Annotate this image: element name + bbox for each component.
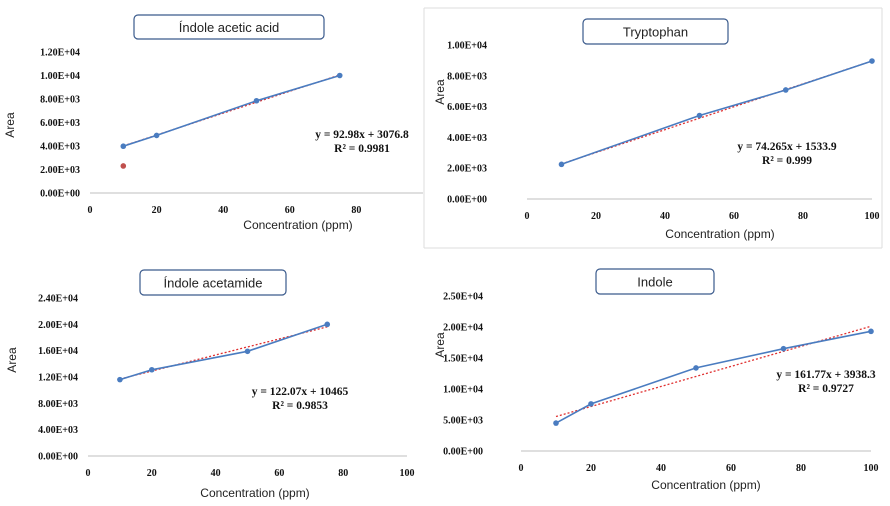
x-tick-label: 0 (519, 463, 524, 474)
x-tick-label: 0 (88, 205, 93, 216)
trendline-equation: y = 74.265x + 1533.9 (737, 141, 837, 153)
data-point (153, 132, 160, 139)
x-axis-label: Concentration (ppm) (651, 478, 760, 492)
y-tick-label: 1.20E+04 (38, 373, 78, 384)
y-tick-label: 2.00E+04 (38, 320, 78, 331)
y-axis-label: Area (5, 347, 19, 373)
chart-title: Índole acetic acid (179, 20, 279, 35)
data-point (696, 112, 703, 119)
y-tick-label: 6.00E+03 (40, 118, 80, 129)
data-point (149, 366, 155, 373)
data-point (782, 87, 789, 93)
x-axis-label: Concentration (ppm) (200, 486, 309, 500)
y-tick-label: 2.40E+04 (38, 294, 78, 305)
x-tick-label: 100 (400, 468, 415, 479)
data-point (780, 345, 787, 352)
y-tick-label: 8.00E+03 (38, 399, 78, 410)
x-tick-label: 80 (338, 468, 348, 479)
y-tick-label: 2.00E+03 (447, 164, 487, 175)
y-tick-label: 1.60E+04 (38, 346, 78, 357)
data-point (244, 348, 251, 355)
x-axis-label: Concentration (ppm) (243, 218, 352, 232)
x-tick-label: 20 (147, 468, 157, 479)
x-tick-label: 40 (218, 205, 228, 216)
x-tick-label: 100 (864, 463, 879, 474)
r-squared-label: R² = 0.999 (762, 155, 812, 167)
x-tick-label: 40 (660, 211, 670, 222)
y-tick-label: 1.50E+04 (443, 354, 483, 365)
chart-title: Tryptophan (623, 25, 688, 40)
x-tick-label: 100 (865, 211, 880, 222)
x-tick-label: 80 (798, 211, 808, 222)
data-point (558, 161, 565, 168)
chart-panel-4: Indole 0.00E+00 5.00E+03 1.00E+04 1.50E+04 2.… (433, 268, 879, 492)
trendline-equation: y = 122.07x + 10465 (252, 386, 349, 398)
x-tick-label: 80 (796, 463, 806, 474)
y-tick-label: 1.00E+04 (443, 385, 483, 396)
y-tick-label: 1.00E+04 (447, 41, 487, 52)
x-tick-label: 60 (274, 468, 284, 479)
x-tick-label: 60 (285, 205, 295, 216)
chart-panel-3: Índole acetamide 0.00E+00 4.00E+03 8.00E+03… (5, 269, 415, 500)
y-tick-label: 0.00E+00 (40, 189, 80, 200)
x-tick-label: 20 (152, 205, 162, 216)
series-line (119, 323, 328, 381)
y-tick-label: 0.00E+00 (38, 452, 78, 463)
chart-title-box (595, 268, 715, 295)
data-point (324, 321, 331, 328)
r-squared-label: R² = 0.9727 (798, 383, 854, 395)
x-tick-label: 60 (726, 463, 736, 474)
data-point (553, 420, 559, 426)
chart-title: Indole (637, 275, 672, 290)
y-axis-label: Area (433, 332, 447, 358)
data-point (120, 163, 127, 169)
y-tick-label: 4.00E+03 (40, 142, 80, 153)
trendline-equation: y = 161.77x + 3938.3 (776, 369, 876, 381)
data-point (693, 365, 699, 371)
chart-panel-2: Tryptophan 0.00E+00 2.00E+03 4.00E+03 6.00E+… (433, 18, 880, 241)
x-tick-label: 80 (351, 205, 361, 216)
y-tick-label: 8.00E+03 (447, 71, 487, 82)
y-axis-label: Area (3, 112, 17, 138)
y-tick-label: 1.20E+04 (40, 48, 80, 59)
y-tick-label: 2.50E+04 (443, 292, 483, 303)
y-tick-label: 4.00E+03 (38, 425, 78, 436)
x-tick-label: 20 (591, 211, 601, 222)
y-tick-label: 8.00E+03 (40, 95, 80, 106)
y-tick-label: 4.00E+03 (447, 133, 487, 144)
y-tick-label: 0.00E+00 (447, 195, 487, 206)
chart-title: Índole acetamide (163, 276, 262, 291)
x-tick-label: 40 (656, 463, 666, 474)
series-line (561, 60, 873, 166)
y-tick-label: 6.00E+03 (447, 102, 487, 113)
data-point (868, 328, 874, 335)
data-point (588, 401, 594, 407)
x-tick-label: 0 (86, 468, 91, 479)
x-tick-label: 60 (729, 211, 739, 222)
r-squared-label: R² = 0.9853 (272, 400, 328, 412)
data-point (336, 72, 343, 79)
y-axis-label: Area (433, 79, 447, 105)
chart-panel-1: Índole acetic acid 0.00E+00 2.00E+03 4.00E+… (3, 14, 423, 232)
y-tick-label: 2.00E+04 (443, 323, 483, 334)
x-tick-label: 40 (211, 468, 221, 479)
data-point (120, 143, 127, 150)
y-tick-label: 1.00E+04 (40, 71, 80, 82)
series-line (123, 74, 341, 147)
data-point (253, 97, 260, 104)
data-point (869, 58, 875, 64)
y-tick-label: 5.00E+03 (443, 416, 483, 427)
r-squared-label: R² = 0.9981 (334, 143, 390, 155)
x-axis-label: Concentration (ppm) (665, 227, 774, 241)
y-tick-label: 0.00E+00 (443, 447, 483, 458)
y-tick-label: 2.00E+03 (40, 165, 80, 176)
data-point (117, 376, 123, 383)
x-tick-label: 20 (586, 463, 596, 474)
trendline-equation: y = 92.98x + 3076.8 (315, 129, 409, 141)
chart-title-box (133, 14, 325, 40)
chart-title-box (139, 269, 287, 296)
x-tick-label: 0 (525, 211, 530, 222)
chart-title-box (582, 18, 729, 45)
